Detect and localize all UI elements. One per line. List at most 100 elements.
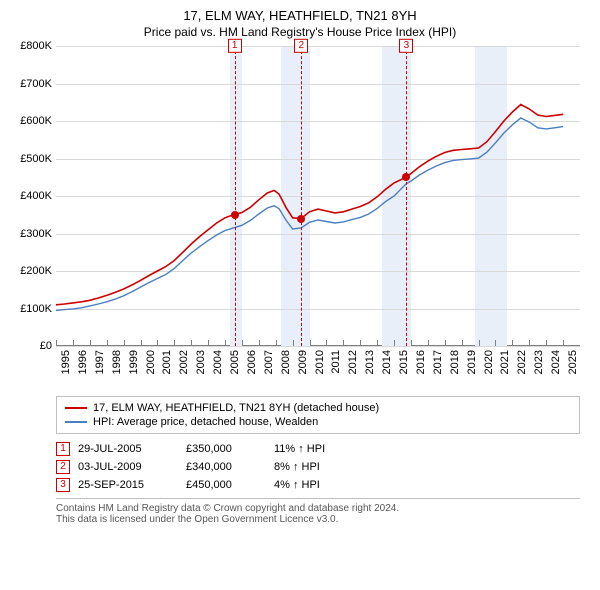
transaction-row: 1 29-JUL-2005 £350,000 11% ↑ HPI	[56, 440, 580, 458]
chart-title: 17, ELM WAY, HEATHFIELD, TN21 8YH	[10, 8, 590, 23]
y-axis-label: £0	[10, 340, 52, 352]
legend-swatch	[65, 407, 87, 409]
x-axis-label: 2001	[161, 350, 173, 374]
y-axis-label: £300K	[10, 228, 52, 240]
line-chart-svg	[56, 46, 580, 346]
x-axis-label: 1996	[77, 350, 89, 374]
series-property	[56, 105, 563, 305]
x-tick	[411, 340, 412, 346]
x-axis-label: 2016	[415, 350, 427, 374]
transaction-diff: 8% ↑ HPI	[274, 461, 364, 473]
y-axis-label: £100K	[10, 303, 52, 315]
event-marker: 3	[399, 39, 413, 53]
y-axis-label: £800K	[10, 40, 52, 52]
gridline	[56, 346, 580, 347]
x-axis-label: 2019	[466, 350, 478, 374]
x-tick	[157, 340, 158, 346]
x-axis-label: 2011	[330, 350, 342, 374]
x-tick	[73, 340, 74, 346]
x-tick	[276, 340, 277, 346]
x-axis-label: 2020	[483, 350, 495, 374]
x-axis-label: 2023	[533, 350, 545, 374]
transaction-row: 325-SEP-2015£450,0004% ↑ HPI	[56, 476, 580, 494]
y-axis-label: £200K	[10, 265, 52, 277]
x-axis-label: 2012	[347, 350, 359, 374]
legend-label: 17, ELM WAY, HEATHFIELD, TN21 8YH (detac…	[93, 402, 379, 414]
transaction-diff: 4% ↑ HPI	[274, 479, 364, 491]
x-tick	[174, 340, 175, 346]
event-line	[235, 46, 236, 346]
transaction-date: 25-SEP-2015	[78, 479, 178, 491]
x-tick	[445, 340, 446, 346]
x-tick	[259, 340, 260, 346]
x-axis-label: 2015	[398, 350, 410, 374]
y-axis-label: £600K	[10, 115, 52, 127]
x-axis-label: 2002	[178, 350, 190, 374]
x-tick	[141, 340, 142, 346]
x-axis-label: 2017	[432, 350, 444, 374]
x-axis-label: 1997	[94, 350, 106, 374]
transactions-table: 1 29-JUL-2005 £350,000 11% ↑ HPI 2 03-JUL-200…	[56, 440, 580, 494]
attribution-line: This data is licensed under the Open Gov…	[56, 514, 580, 525]
transaction-price: £350,000	[186, 443, 266, 455]
x-axis-label: 2008	[280, 350, 292, 374]
x-tick	[56, 340, 57, 346]
x-tick	[512, 340, 513, 346]
transaction-date: 29-JUL-2005	[78, 443, 178, 455]
x-tick	[377, 340, 378, 346]
x-axis-label: 2009	[297, 350, 309, 374]
x-axis-label: 2005	[229, 350, 241, 374]
x-tick	[495, 340, 496, 346]
x-tick	[242, 340, 243, 346]
legend-item-property: 17, ELM WAY, HEATHFIELD, TN21 8YH (detac…	[65, 401, 571, 415]
x-axis-label: 2018	[449, 350, 461, 374]
legend: 17, ELM WAY, HEATHFIELD, TN21 8YH (detac…	[56, 396, 580, 434]
x-tick	[90, 340, 91, 346]
y-axis-label: £400K	[10, 190, 52, 202]
event-line	[301, 46, 302, 346]
x-tick	[191, 340, 192, 346]
event-point	[231, 211, 239, 219]
x-axis-label: 2022	[516, 350, 528, 374]
transaction-diff: 11% ↑ HPI	[274, 443, 364, 455]
attribution-line: Contains HM Land Registry data © Crown c…	[56, 503, 580, 514]
legend-item-hpi: HPI: Average price, detached house, Weal…	[65, 415, 571, 429]
x-tick	[343, 340, 344, 346]
chart-subtitle: Price paid vs. HM Land Registry's House …	[10, 25, 590, 39]
attribution: Contains HM Land Registry data © Crown c…	[56, 498, 580, 525]
transaction-marker: 2	[56, 460, 70, 474]
x-tick	[310, 340, 311, 346]
x-axis-label: 2003	[195, 350, 207, 374]
event-line	[406, 46, 407, 346]
transaction-date: 03-JUL-2009	[78, 461, 178, 473]
x-tick	[546, 340, 547, 346]
event-point	[297, 215, 305, 223]
x-axis-label: 2013	[364, 350, 376, 374]
transaction-marker: 1	[56, 442, 70, 456]
x-tick	[293, 340, 294, 346]
event-point	[402, 173, 410, 181]
x-tick	[124, 340, 125, 346]
x-tick	[107, 340, 108, 346]
event-marker: 2	[294, 39, 308, 53]
x-tick	[360, 340, 361, 346]
x-tick	[479, 340, 480, 346]
x-axis-label: 2006	[246, 350, 258, 374]
x-axis-label: 2021	[499, 350, 511, 374]
transaction-price: £340,000	[186, 461, 266, 473]
x-axis-label: 2000	[145, 350, 157, 374]
y-axis-label: £500K	[10, 153, 52, 165]
y-axis-label: £700K	[10, 78, 52, 90]
x-tick	[208, 340, 209, 346]
x-tick	[462, 340, 463, 346]
event-marker: 1	[228, 39, 242, 53]
transaction-row: 2 03-JUL-2009 £340,000 8% ↑ HPI	[56, 458, 580, 476]
x-tick	[225, 340, 226, 346]
transaction-price: £450,000	[186, 479, 266, 491]
x-axis-labels: 1995199619971998199920002001200220032004…	[56, 348, 580, 388]
x-axis-label: 1999	[128, 350, 140, 374]
x-tick	[394, 340, 395, 346]
x-tick	[563, 340, 564, 346]
x-axis-label: 1995	[60, 350, 72, 374]
x-tick	[529, 340, 530, 346]
